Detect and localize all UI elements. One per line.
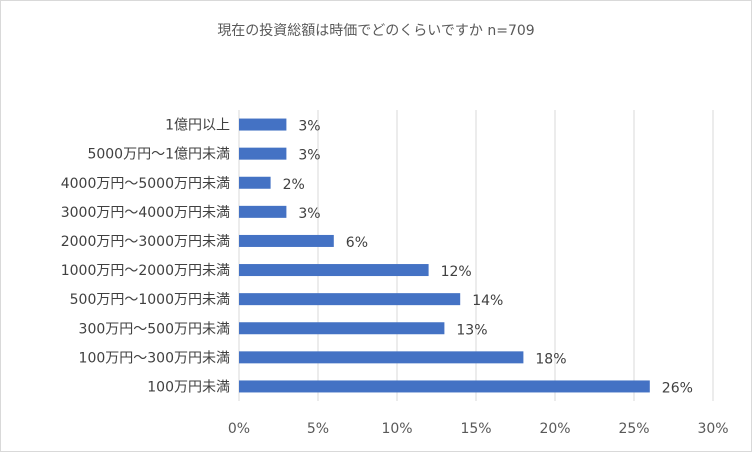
data-label: 26% — [662, 380, 693, 396]
category-label: 5000万円～1億円未満 — [87, 147, 230, 163]
category-label: 100万円～300万円未満 — [79, 350, 230, 366]
x-tick-label: 10% — [381, 421, 412, 437]
category-label: 500万円～1000万円未満 — [70, 292, 230, 308]
bar — [239, 234, 334, 247]
bar — [239, 264, 429, 277]
category-label: 3000万円～4000万円未満 — [61, 205, 230, 221]
x-tick-label: 15% — [460, 421, 491, 437]
bar — [239, 322, 445, 335]
bar — [239, 380, 650, 393]
category-label: 300万円～500万円未満 — [79, 321, 230, 337]
x-tick-label: 30% — [697, 421, 728, 437]
bar — [239, 176, 271, 189]
category-label: 1000万円～2000万円未満 — [61, 263, 230, 279]
data-label: 6% — [346, 235, 368, 251]
category-label: 1億円以上 — [165, 118, 230, 134]
x-tick-label: 5% — [307, 421, 329, 437]
bar — [239, 293, 461, 306]
data-label: 12% — [441, 264, 472, 280]
data-label: 3% — [298, 119, 320, 135]
category-label: 2000万円～3000万円未満 — [61, 234, 230, 250]
data-label: 3% — [298, 206, 320, 222]
x-tick-label: 0% — [228, 421, 250, 437]
data-label: 2% — [283, 177, 305, 193]
category-label: 4000万円～5000万円未満 — [61, 176, 230, 192]
data-label: 14% — [472, 293, 503, 309]
bar — [239, 205, 287, 218]
chart-title: 現在の投資総額は時価でどのくらいですか n=709 — [217, 23, 535, 39]
bar — [239, 118, 287, 131]
data-label: 3% — [298, 148, 320, 164]
data-label: 18% — [535, 351, 566, 367]
data-label: 13% — [456, 322, 487, 338]
category-label: 100万円未満 — [147, 379, 230, 395]
bar — [239, 147, 287, 160]
x-tick-label: 20% — [539, 421, 570, 437]
x-tick-label: 25% — [618, 421, 649, 437]
bar — [239, 351, 524, 364]
